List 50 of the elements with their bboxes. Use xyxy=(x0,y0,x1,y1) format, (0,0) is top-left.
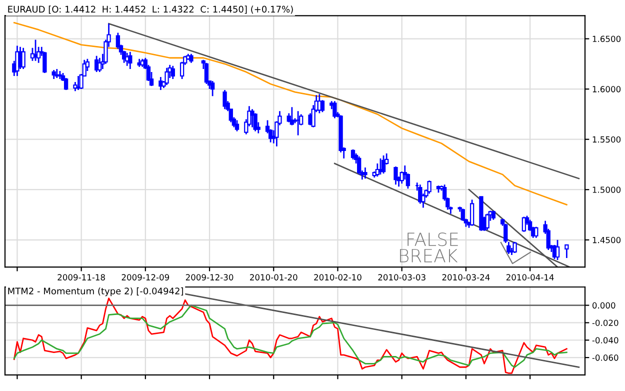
x-tick-label: 2009-12-30 xyxy=(186,274,234,280)
candlestick xyxy=(52,69,56,80)
line-series xyxy=(13,304,568,368)
candlestick xyxy=(210,80,215,97)
candlestick xyxy=(170,65,175,80)
line-series xyxy=(13,22,568,206)
candlestick xyxy=(427,180,432,194)
line-series xyxy=(13,298,568,374)
x-tick-label: 2010-03-24 xyxy=(442,274,490,280)
y-tick-label: 0.000 xyxy=(592,302,616,309)
annotation: BREAK xyxy=(400,249,458,262)
candlestick xyxy=(357,156,362,176)
chart-title: MTM2 - Momentum (type 2) [-0.04942] xyxy=(8,287,184,296)
y-tick-label: 1.5500 xyxy=(592,136,621,143)
candlestick xyxy=(128,51,132,70)
y-tick-label: 1.5000 xyxy=(592,186,621,193)
candlestick xyxy=(21,47,26,70)
candlestick xyxy=(460,208,465,222)
candlestick xyxy=(222,89,227,110)
y-tick-label: -0.020 xyxy=(592,320,618,326)
candlestick xyxy=(363,166,368,180)
x-tick-label: 2010-04-14 xyxy=(506,274,554,280)
candlestick xyxy=(250,108,254,128)
x-tick-label: 2010-01-20 xyxy=(250,274,298,280)
candlestick xyxy=(290,106,294,126)
candlestick xyxy=(42,51,47,74)
y-tick-label: -0.060 xyxy=(592,354,618,361)
candlestick xyxy=(470,198,474,227)
x-tick-label: 2010-03-03 xyxy=(378,274,426,280)
candlestick xyxy=(332,100,337,119)
candlestick xyxy=(320,99,325,113)
candlestick xyxy=(98,57,102,73)
y-tick-label: 1.6000 xyxy=(592,86,621,92)
candlestick xyxy=(534,226,538,239)
x-tick-label: 2010-02-10 xyxy=(314,274,362,280)
y-tick-label: 1.4500 xyxy=(592,236,621,244)
y-tick-label: -0.040 xyxy=(592,337,618,344)
candlestick xyxy=(204,62,209,85)
annotation: FALSE xyxy=(408,232,458,246)
candlestick xyxy=(564,244,569,259)
chart-title: EURAUD [O: 1.4412 H: 1.4452 L: 1.4322 C: 1.4450] (+0.17%) xyxy=(8,6,293,14)
candlestick xyxy=(234,120,240,132)
candlestick xyxy=(491,210,496,220)
y-tick-label: 1.6500 xyxy=(592,36,621,42)
candlestick xyxy=(394,166,398,186)
x-tick-label: 2009-12-09 xyxy=(122,274,170,280)
x-tick-label: 2009-11-18 xyxy=(58,274,105,280)
candlestick xyxy=(555,239,560,261)
candlestick xyxy=(64,77,68,91)
candlestick xyxy=(189,53,194,64)
